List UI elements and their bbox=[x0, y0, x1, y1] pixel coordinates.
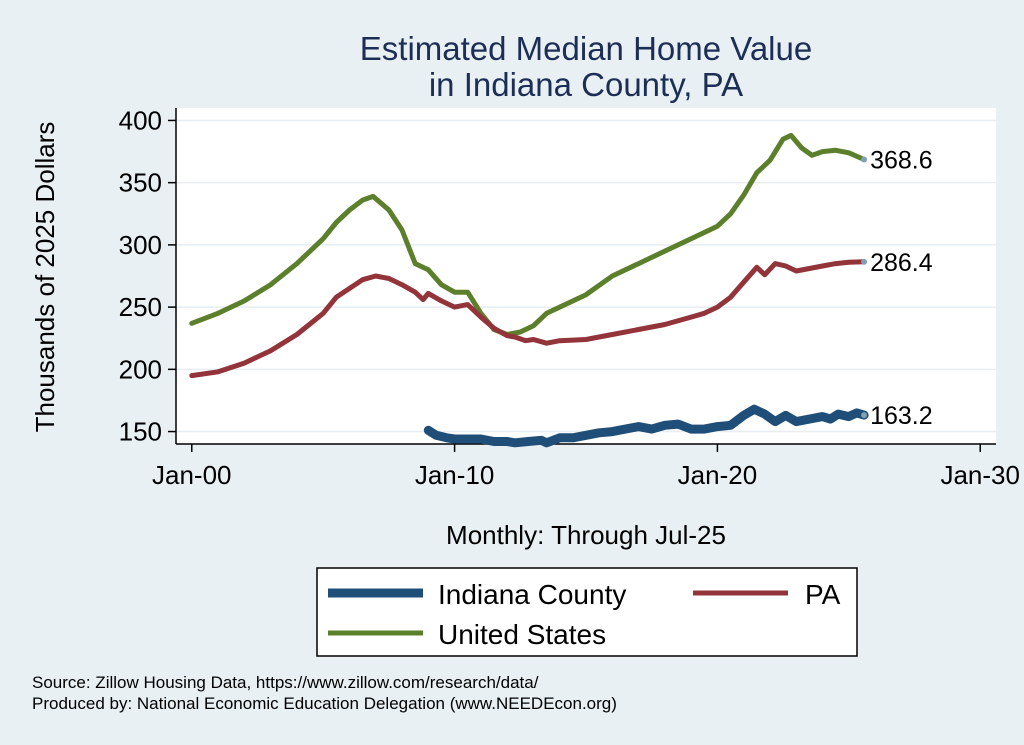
y-tick-label: 200 bbox=[119, 354, 162, 384]
y-tick-label: 250 bbox=[119, 292, 162, 322]
legend-label-pa: PA bbox=[805, 579, 841, 610]
legend: Indiana County PA United States bbox=[316, 567, 858, 657]
series-end-point bbox=[861, 412, 868, 419]
x-tick-label: Jan-10 bbox=[415, 460, 495, 490]
legend-label-indiana-county: Indiana County bbox=[438, 579, 626, 610]
x-tick-label: Jan-00 bbox=[152, 460, 232, 490]
end-value-label: 163.2 bbox=[870, 402, 933, 430]
series-line-pa bbox=[189, 259, 867, 379]
series-lines bbox=[189, 132, 869, 448]
series-line-united-states bbox=[189, 132, 867, 337]
x-tick-label: Jan-20 bbox=[678, 460, 758, 490]
series-end-point bbox=[861, 156, 868, 163]
axes: 150 200 250 300 350 400 Jan-00 Jan-10 Jan-20 Jan-… bbox=[119, 105, 1020, 490]
y-tick-label: 300 bbox=[119, 230, 162, 260]
end-value-label: 286.4 bbox=[870, 249, 933, 277]
producer-note: Produced by: National Economic Education… bbox=[32, 694, 617, 713]
plot-area bbox=[176, 108, 996, 444]
legend-label-united-states: United States bbox=[438, 619, 606, 650]
series-end-point bbox=[861, 258, 868, 265]
x-axis-label: Monthly: Through Jul-25 bbox=[446, 520, 726, 550]
y-tick-label: 400 bbox=[119, 105, 162, 135]
end-labels: 368.6 286.4 163.2 bbox=[870, 147, 933, 431]
source-note: Source: Zillow Housing Data, https://www… bbox=[32, 673, 539, 692]
chart-title-line-2: in Indiana County, PA bbox=[429, 66, 743, 103]
end-value-label: 368.6 bbox=[870, 147, 933, 175]
series-line-indiana-county bbox=[423, 404, 869, 448]
x-tick-label: Jan-30 bbox=[940, 460, 1020, 490]
y-tick-label: 350 bbox=[119, 168, 162, 198]
y-tick-label: 150 bbox=[119, 417, 162, 447]
chart-title-line-1: Estimated Median Home Value bbox=[360, 30, 812, 67]
legend-box bbox=[316, 567, 858, 657]
y-axis-label: Thousands of 2025 Dollars bbox=[30, 122, 60, 433]
